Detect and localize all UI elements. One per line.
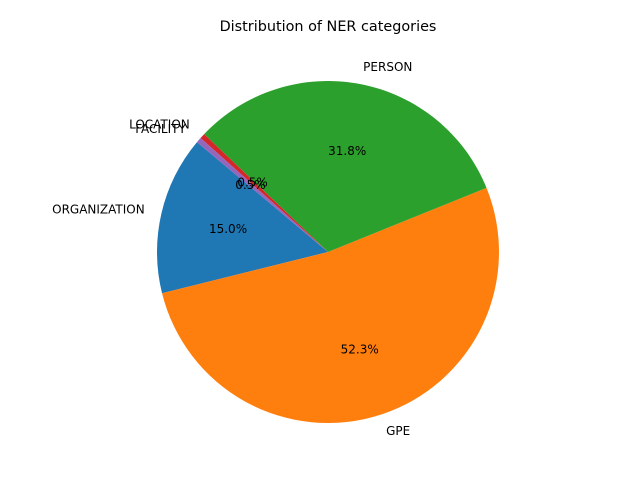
slice-facility xyxy=(197,138,328,252)
pct-label-organization: 15.0% xyxy=(209,222,247,236)
slice-location xyxy=(200,134,328,252)
slice-gpe xyxy=(162,187,499,423)
slice-label-gpe: GPE xyxy=(386,424,410,438)
pct-label-gpe: 52.3% xyxy=(341,343,379,357)
slice-label-location: LOCATION xyxy=(129,117,190,131)
slice-person xyxy=(204,80,487,252)
pie-slices xyxy=(157,80,499,423)
pct-label-person: 31.8% xyxy=(328,144,366,158)
pct-label-facility: 0.5% xyxy=(235,178,266,192)
slice-label-organization: ORGANIZATION xyxy=(52,203,145,217)
pct-label-location: 0.5% xyxy=(237,175,268,189)
slice-label-person: PERSON xyxy=(363,60,412,74)
slice-organization xyxy=(157,142,328,294)
slice-label-facility: FACILITY xyxy=(135,122,186,136)
pie-labels: ORGANIZATION 15.0% GPE 52.3% PERSON 31.8% LOCA… xyxy=(52,60,412,438)
chart-title: Distribution of NER categories xyxy=(220,19,437,35)
